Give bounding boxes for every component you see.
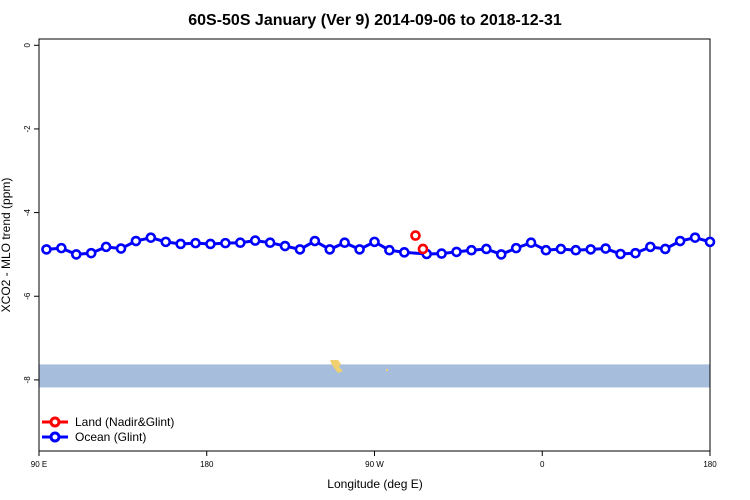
series-1-point-9 [175,238,186,250]
series-1-point-39 [630,247,641,259]
series-1-point-32 [525,237,537,248]
series-1-point-33 [540,244,552,256]
series-1-point-8 [160,236,172,248]
series-1-point-2 [70,249,82,260]
x-axis-label: Longitude (deg E) [327,477,422,491]
series-1-point-20 [339,237,350,248]
series-1-point-12 [220,237,231,249]
series-1-point-5 [115,243,127,254]
x-tick-label-3: 0 [540,460,545,469]
series-1-point-40 [645,241,656,253]
legend-label-ocean: Ocean (Glint) [75,430,146,444]
series-1-point-41 [659,243,671,255]
x-tick-label-0: 90 E [31,460,47,469]
series-1-point-28 [466,244,477,256]
series-1-point-4 [100,241,112,253]
series-1-point-36 [585,244,597,255]
map-land [330,360,388,373]
series-1-point-0 [41,244,52,255]
legend-item-ocean: Ocean (Glint) [42,430,146,444]
series-1-point-26 [436,248,447,259]
series-1-point-31 [510,242,522,254]
y-tick-label-0: 0 [23,43,32,48]
legend-item-land: Land (Nadir&Glint) [42,415,174,429]
series-1-point-27 [451,246,462,258]
series-1-point-17 [294,244,306,255]
y-tick-label-4: -8 [23,376,32,384]
series-1-point-35 [570,244,582,256]
series-0-point-1 [417,243,429,255]
series-1-point-42 [674,235,686,247]
y-tick-label-2: -4 [23,208,32,216]
series-1-point-30 [495,249,507,260]
x-tick-label-2: 90 W [365,460,384,469]
series-1-point-34 [555,243,567,255]
series-1-point-19 [324,244,336,255]
series-1-point-7 [145,232,157,243]
x-tick-label-4: 180 [703,460,717,469]
series-1-point-37 [600,243,611,254]
series-1-point-10 [190,237,201,249]
series-1-point-24 [399,247,410,258]
series-1-point-38 [615,248,626,260]
y-tick-label-3: -6 [23,292,32,300]
series-1-point-23 [384,244,395,256]
map-strip [39,364,710,388]
y-axis: 0 -2 -4 -6 -8 [23,43,39,384]
series-1-point-43 [689,232,701,243]
y-tick-label-1: -2 [23,125,32,133]
series-1-point-44 [704,236,716,248]
series-0-point-0 [410,230,421,241]
series-1-point-16 [279,240,291,252]
series-1-point-11 [205,238,216,250]
chart-title: 60S-50S January (Ver 9) 2014-09-06 to 20… [188,12,562,29]
series-layer [41,230,716,260]
legend-label-land: Land (Nadir&Glint) [75,415,174,429]
series-1-point-6 [130,235,142,247]
y-axis-label: XCO2 - MLO trend (ppm) [0,178,13,313]
series-1-point-14 [249,235,261,246]
series-1-point-1 [56,242,67,254]
series-0 [410,230,429,255]
x-axis: 90 E 180 90 W 0 180 [31,451,717,469]
series-1-point-13 [235,237,246,248]
series-1-point-18 [309,235,321,247]
legend: Land (Nadir&Glint) Ocean (Glint) [42,415,174,444]
map-land-patch [330,360,343,373]
series-1-point-29 [481,243,492,255]
series-1 [41,232,716,260]
series-1-point-22 [369,236,380,248]
x-tick-label-1: 180 [200,460,214,469]
map-land-dot [386,369,388,371]
series-1-point-3 [85,247,97,259]
series-1-point-21 [354,244,365,255]
series-1-point-15 [264,237,276,248]
